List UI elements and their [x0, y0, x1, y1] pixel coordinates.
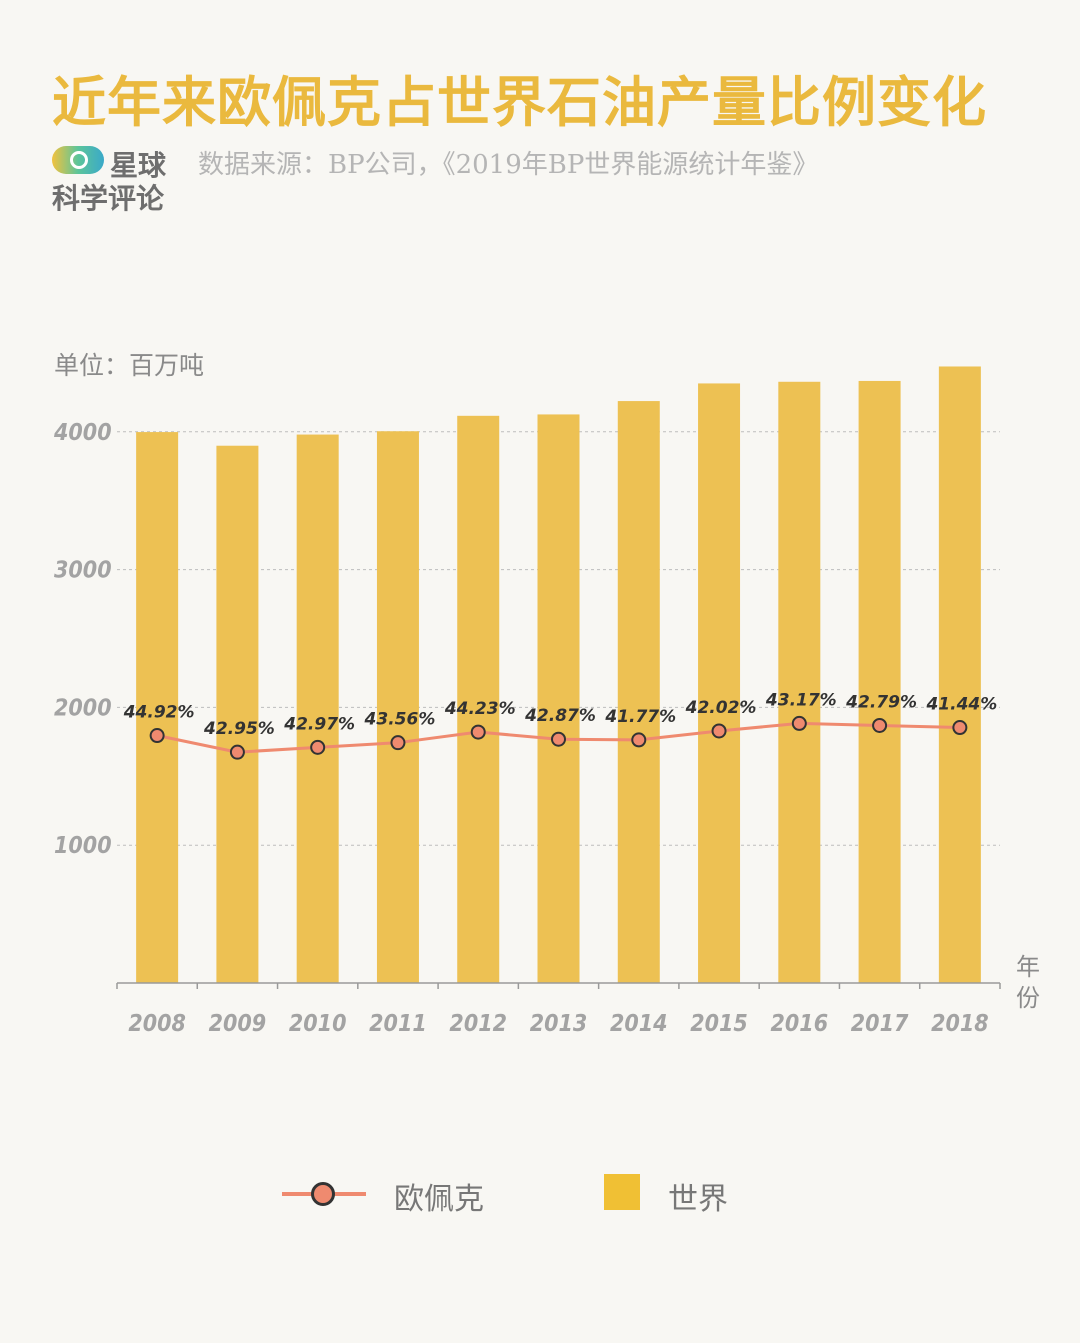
x-tick-label-2013: 2013 [530, 1011, 588, 1037]
bar-2014 [617, 401, 660, 984]
legend-opec-marker [311, 1182, 335, 1206]
opec-point-2012 [470, 724, 486, 740]
opec-data-label-2018: 41.44% [925, 695, 997, 715]
legend-world-label: 世界 [668, 1182, 728, 1217]
y-tick-label-1000: 1000 [54, 833, 112, 859]
opec-data-label-2017: 42.79% [845, 692, 917, 712]
bar-2009 [216, 445, 259, 984]
brand-name-line1: 星球 [110, 149, 167, 182]
opec-point-2017 [872, 717, 888, 733]
x-tick-label-2009: 2009 [209, 1011, 267, 1037]
opec-point-2015 [711, 723, 727, 739]
opec-point-2016 [791, 715, 807, 731]
bar-2018 [938, 366, 981, 983]
opec-point-2018 [952, 720, 968, 736]
opec-data-label-2016: 43.17% [765, 690, 837, 710]
opec-data-label-2009: 42.95% [203, 719, 275, 739]
x-tick-label-2018: 2018 [931, 1011, 989, 1037]
x-tick-label-2010: 2010 [289, 1011, 347, 1037]
brand-name-line2: 科学评论 [52, 182, 165, 215]
x-tick-label-2012: 2012 [449, 1011, 507, 1037]
opec-data-label-2015: 42.02% [685, 698, 757, 718]
opec-point-2011 [390, 735, 406, 751]
opec-data-label-2012: 44.23% [444, 699, 516, 719]
bar-2008 [136, 432, 179, 984]
bar-2017 [858, 380, 901, 984]
opec-data-label-2013: 42.87% [524, 706, 596, 726]
x-tick-label-2015: 2015 [690, 1011, 748, 1037]
x-axis-name-char: 份 [1016, 984, 1040, 1012]
y-tick-label-4000: 4000 [53, 420, 112, 446]
unit-label: 单位：百万吨 [54, 351, 205, 380]
opec-data-label-2010: 42.97% [283, 714, 355, 734]
opec-point-2008 [149, 728, 165, 744]
bar-2016 [778, 381, 821, 984]
opec-point-2013 [551, 731, 566, 747]
opec-data-label-2008: 44.92% [123, 703, 195, 723]
y-tick-label-2000: 2000 [54, 695, 112, 721]
x-tick-label-2014: 2014 [610, 1011, 668, 1037]
x-tick-label-2011: 2011 [369, 1011, 427, 1037]
x-tick-label-2017: 2017 [851, 1011, 909, 1037]
opec-point-2010 [310, 739, 326, 755]
legend-opec-label: 欧佩克 [394, 1182, 484, 1217]
legend-world-swatch [604, 1174, 640, 1210]
planet-logo-icon [52, 146, 104, 174]
x-tick-label-2008: 2008 [128, 1011, 186, 1037]
opec-point-2014 [631, 732, 647, 748]
bar-2011 [376, 431, 419, 984]
y-tick-label-3000: 3000 [54, 558, 112, 584]
bar-2010 [296, 434, 339, 983]
opec-point-2009 [229, 744, 245, 760]
bar-2013 [537, 414, 580, 983]
x-tick-label-2016: 2016 [771, 1011, 829, 1037]
bar-2012 [457, 415, 500, 983]
opec-data-label-2014: 41.77% [604, 707, 676, 727]
opec-data-label-2011: 43.56% [364, 710, 436, 730]
x-axis-name-char: 年 [1016, 953, 1040, 981]
data-source: 数据来源：BP公司，《2019年BP世界能源统计年鉴》 [198, 150, 819, 180]
chart-title: 近年来欧佩克占世界石油产量比例变化 [52, 70, 987, 134]
bar-2015 [698, 383, 741, 983]
